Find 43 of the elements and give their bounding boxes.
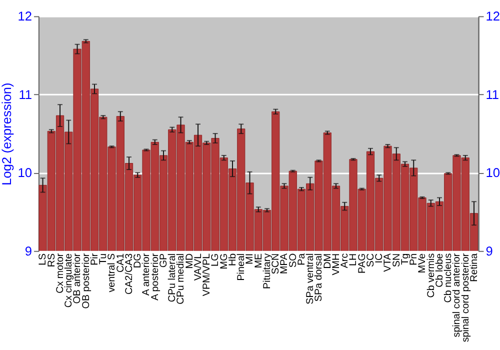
x-tick-label: VA/VL xyxy=(192,252,204,281)
y2-tick-label: 10 xyxy=(486,165,500,180)
x-tick-label: spinal cord anterior xyxy=(452,252,463,338)
x-tick-label: spinal cord posterior xyxy=(460,252,472,342)
x-tick-label: CA2/CA3 xyxy=(124,252,135,294)
x-tick-label: Tg xyxy=(400,253,411,265)
x-tick-label: MVe xyxy=(417,252,428,274)
x-tick-label: A anterior xyxy=(141,252,152,296)
x-tick-label: SN xyxy=(391,253,402,268)
x-tick-label: ME xyxy=(253,252,264,268)
x-tick-label: ventral S xyxy=(106,252,118,292)
x-tick-label: VTA xyxy=(382,252,394,272)
x-tick-label: Cb lobe xyxy=(434,252,446,288)
y-tick-label: 9 xyxy=(24,243,32,258)
x-tick-label: Hb xyxy=(227,252,238,266)
x-tick-label: PAG xyxy=(356,253,368,274)
x-tick-label: LH xyxy=(348,253,360,266)
y-tick-label: 12 xyxy=(18,8,32,24)
x-tick-label: OB anterior xyxy=(72,252,84,304)
x-tick-label: RS xyxy=(46,252,58,268)
x-tick-label: DM xyxy=(322,253,334,269)
x-tick-label: CPu medial xyxy=(176,253,187,304)
x-tick-label: Pituitary xyxy=(262,253,273,289)
y2-tick-label: 12 xyxy=(486,8,500,24)
x-tick-label: SPa dorsal xyxy=(314,253,325,302)
x-tick-label: Pa xyxy=(296,252,308,266)
x-tick-label: LG xyxy=(210,253,222,267)
y-tick-label: 10 xyxy=(18,165,32,180)
x-tick-label: GP xyxy=(158,252,170,268)
x-tick-label: Pir xyxy=(89,252,100,266)
y2-tick-label: 9 xyxy=(486,243,493,258)
y-axis-title: Log2 (expression) xyxy=(0,82,14,186)
x-tick-label: MI xyxy=(244,253,256,264)
y2-tick-label: 11 xyxy=(486,86,500,102)
x-tick-label: VMH xyxy=(330,253,342,276)
x-tick-label: SC xyxy=(365,253,376,268)
y-tick-label: 11 xyxy=(18,86,32,102)
x-tick-label: A posterior xyxy=(150,252,161,301)
x-tick-label: OB posterior xyxy=(80,252,92,309)
x-tick-label: SO xyxy=(288,253,299,268)
x-tick-label: Retina xyxy=(468,252,480,282)
x-tick-label: LS xyxy=(38,252,49,266)
x-tick-label: MPA xyxy=(279,252,290,274)
